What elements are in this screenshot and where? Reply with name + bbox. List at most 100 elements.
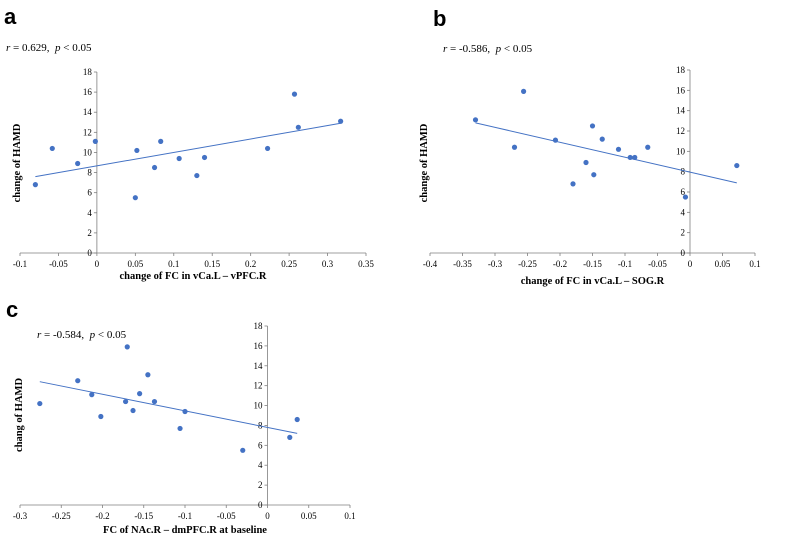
- data-point: [294, 416, 300, 423]
- data-point: [552, 137, 559, 143]
- x-tick-label: 0.2: [245, 259, 256, 269]
- y-tick-label: 4: [681, 207, 686, 217]
- data-point: [158, 138, 164, 144]
- x-tick-label: 0.05: [301, 511, 317, 521]
- x-tick-label: 0.3: [322, 259, 334, 269]
- y-tick-label: 14: [676, 106, 686, 116]
- data-point: [137, 391, 143, 397]
- x-tick-label: 0.35: [358, 259, 374, 269]
- panel-c-r-value: -0.584: [53, 329, 82, 341]
- y-axis-label: change of HAMD: [419, 123, 430, 202]
- data-point: [583, 159, 589, 166]
- data-point: [37, 400, 43, 407]
- y-tick-label: 0: [258, 500, 263, 510]
- panel-c-stat: r = -0.584, p < 0.05: [37, 329, 127, 341]
- panel-a-stat: r = 0.629, p < 0.05: [6, 42, 92, 54]
- x-tick-label: -0.25: [518, 259, 537, 269]
- y-tick-label: 0: [681, 248, 686, 258]
- y-tick-label: 2: [681, 228, 686, 238]
- y-tick-label: 6: [258, 440, 263, 450]
- data-point: [123, 398, 129, 405]
- panel-b-letter: b: [433, 6, 447, 31]
- data-point: [589, 123, 596, 129]
- x-tick-label: 0: [688, 259, 693, 269]
- data-point: [177, 425, 183, 432]
- panel-b-stat: r = -0.586, p < 0.05: [443, 43, 533, 55]
- data-point: [632, 154, 638, 161]
- data-point: [615, 146, 622, 152]
- data-point: [511, 144, 518, 150]
- data-point: [599, 136, 605, 142]
- x-tick-label: 0: [265, 511, 270, 521]
- x-tick-label: 0.05: [715, 259, 731, 269]
- chart-c: -0.3 -0.25 -0.2 -0.15 -0.1 -0.05 0 0.05 0.1 0 2 4 6 8…: [13, 321, 356, 536]
- x-tick-label: 0.1: [344, 511, 355, 521]
- data-point: [151, 398, 158, 405]
- data-point: [49, 145, 55, 152]
- y-tick-label: 2: [258, 480, 263, 490]
- x-tick-label: -0.1: [13, 259, 27, 269]
- data-point: [521, 88, 527, 94]
- x-tick-label: -0.05: [217, 511, 236, 521]
- panel-a-r-value: 0.629: [22, 42, 47, 54]
- panel-b-p-value: 0.05: [512, 43, 533, 55]
- x-tick-label: -0.1: [618, 259, 632, 269]
- x-axis-label: change of FC in vCa.L – SOG.R: [521, 276, 665, 287]
- data-point: [295, 124, 301, 130]
- y-tick-label: 6: [87, 188, 92, 198]
- trendline: [39, 381, 298, 434]
- x-tick-label: -0.05: [49, 259, 68, 269]
- chart-b: -0.4 -0.35 -0.3 -0.25 -0.2 -0.15 -0.1 -0.05 0 0.0…: [419, 65, 761, 287]
- data-point: [176, 155, 182, 162]
- data-point: [92, 138, 98, 144]
- data-point: [591, 172, 597, 178]
- y-axis-label: chang of HAMD: [14, 378, 25, 452]
- x-tick-label: 0: [95, 259, 100, 269]
- panel-a-p-value: 0.05: [72, 42, 92, 54]
- y-tick-label: 16: [254, 341, 264, 351]
- data-point: [132, 195, 138, 201]
- data-point: [472, 117, 479, 123]
- y-tick-label: 8: [258, 420, 263, 430]
- x-axis-label: change of FC in vCa.L – vPFC.R: [120, 271, 267, 282]
- data-point: [98, 413, 104, 420]
- panel-a-letter: a: [4, 4, 17, 29]
- x-tick-label: -0.1: [178, 511, 192, 521]
- y-tick-label: 18: [254, 321, 264, 331]
- data-point: [264, 145, 271, 152]
- y-tick-label: 10: [254, 401, 264, 411]
- x-tick-label: -0.3: [13, 511, 28, 521]
- panel-c-p-value: 0.05: [106, 329, 127, 341]
- x-tick-label: 0.15: [204, 259, 220, 269]
- chart-a: -0.1 -0.05 0 0.05 0.1 0.15 0.2 0.25 0.3 0.35 0 2 4 6 8…: [12, 67, 374, 282]
- data-point: [627, 154, 633, 161]
- data-point: [124, 344, 130, 350]
- panel-b-r-value: -0.586: [459, 43, 488, 55]
- data-point: [75, 160, 81, 167]
- data-point: [151, 164, 158, 171]
- data-point: [194, 172, 200, 179]
- data-point: [240, 447, 246, 453]
- data-point: [182, 408, 188, 415]
- y-tick-label: 16: [676, 85, 686, 95]
- data-point: [201, 154, 208, 161]
- x-tick-label: -0.25: [52, 511, 71, 521]
- x-tick-label: -0.15: [134, 511, 153, 521]
- y-tick-label: 18: [83, 67, 93, 77]
- y-tick-label: 14: [254, 361, 264, 371]
- y-tick-label: 8: [681, 167, 686, 177]
- data-point: [338, 118, 344, 124]
- x-tick-label: -0.3: [488, 259, 503, 269]
- y-tick-label: 2: [87, 228, 92, 238]
- y-tick-label: 10: [676, 146, 686, 156]
- x-tick-label: -0.35: [453, 259, 472, 269]
- x-tick-label: -0.2: [553, 259, 567, 269]
- y-tick-label: 12: [676, 126, 685, 136]
- data-point: [89, 392, 95, 398]
- x-axis-label: FC of NAc.R – dmPFC.R at baseline: [103, 525, 267, 536]
- y-tick-label: 12: [83, 127, 92, 137]
- data-point: [734, 162, 740, 169]
- y-tick-label: 14: [83, 107, 93, 117]
- y-tick-label: 16: [83, 87, 93, 97]
- x-tick-label: -0.15: [583, 259, 602, 269]
